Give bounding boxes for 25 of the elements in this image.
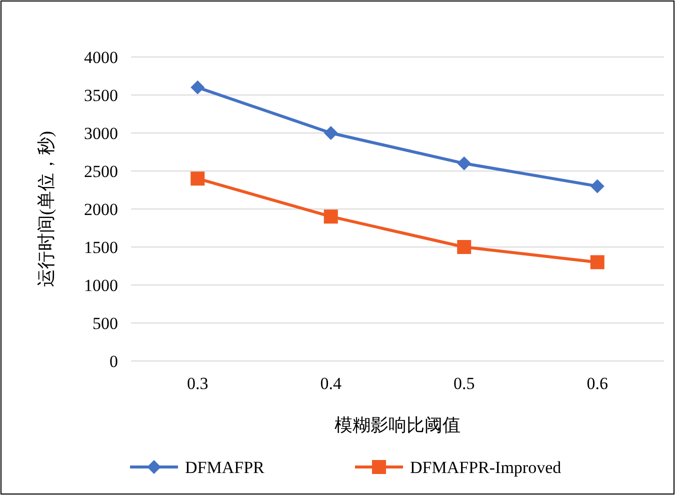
y-tick-label: 1500 [84, 238, 118, 257]
y-tick-label: 2500 [84, 162, 118, 181]
x-axis-title: 模糊影响比阈值 [334, 415, 460, 435]
y-tick-label: 0 [110, 352, 118, 371]
x-tick-label: 0.4 [320, 374, 342, 393]
y-tick-label: 3500 [84, 86, 118, 105]
point [457, 240, 472, 254]
y-tick-label: 500 [92, 314, 118, 333]
point [590, 255, 604, 270]
y-axis-title: 运行时间(单位，秒) [36, 131, 56, 287]
y-tick-label: 2000 [84, 200, 118, 219]
x-tick-label: 0.6 [586, 374, 608, 393]
y-tick-label: 4000 [84, 48, 118, 67]
point [590, 179, 604, 194]
y-tick-label: 3000 [84, 124, 118, 143]
legend-label: DFMAFPR-Improved [410, 458, 562, 477]
y-tick-label: 1000 [84, 276, 118, 295]
x-tick-label: 0.5 [454, 374, 475, 393]
point [457, 156, 472, 170]
point [324, 126, 338, 140]
x-tick-label: 0.3 [187, 374, 208, 393]
point [190, 172, 205, 186]
legend-label: DFMAFPR [185, 458, 266, 477]
point [324, 210, 338, 224]
point [190, 80, 205, 94]
